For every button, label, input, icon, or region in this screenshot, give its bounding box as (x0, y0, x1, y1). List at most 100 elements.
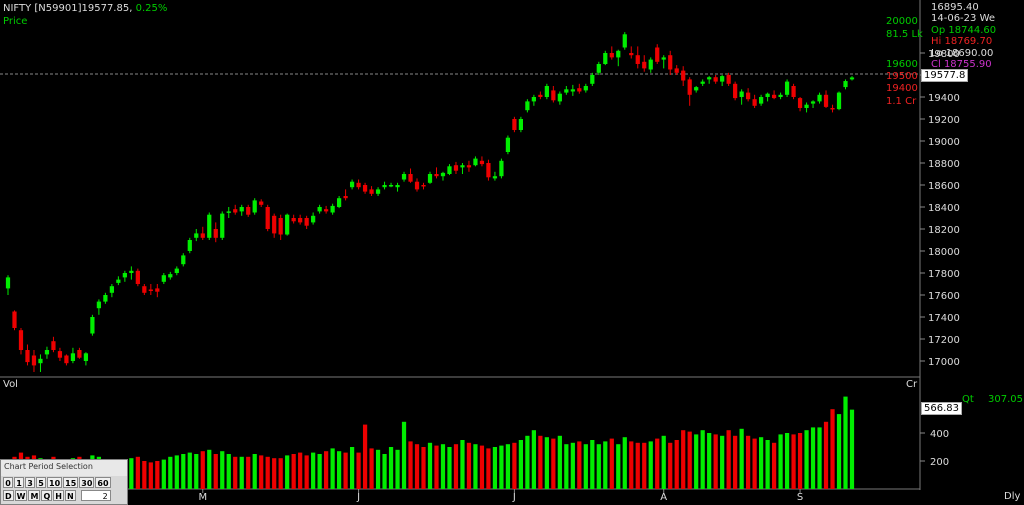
candle-body (142, 286, 147, 293)
candle (434, 167, 439, 179)
candle-body (479, 160, 485, 165)
candle (44, 346, 50, 359)
candle-body (655, 47, 660, 62)
candle-body (395, 185, 400, 188)
period-button-quarter[interactable]: Q (41, 490, 53, 501)
period-button-3[interactable]: 3 (25, 477, 35, 488)
x-tick-label: J (512, 492, 516, 503)
volume-bar (694, 434, 699, 489)
candle (655, 44, 660, 64)
candle-body (804, 104, 809, 108)
volume-bar (616, 444, 621, 489)
period-button-30[interactable]: 30 (79, 477, 95, 488)
candle (590, 72, 595, 86)
volume-bar (447, 447, 452, 489)
candle-body (285, 214, 290, 235)
candle (739, 89, 744, 105)
price-tick-label: 18200 (928, 225, 960, 236)
candle (278, 214, 283, 240)
candle-body (492, 176, 498, 179)
candle-body (557, 93, 562, 102)
period-button-15[interactable]: 15 (63, 477, 79, 488)
volume-bar (622, 437, 627, 489)
volume-bar (375, 449, 381, 489)
period-button-1[interactable]: 1 (14, 477, 24, 488)
volume-bar (843, 396, 848, 489)
candle-body (369, 189, 374, 194)
candle (810, 100, 816, 108)
candle (181, 253, 186, 267)
candle (531, 94, 536, 106)
volume-bar (817, 427, 822, 489)
candle (616, 49, 621, 67)
candle (135, 268, 140, 287)
period-count-input[interactable]: 2 (80, 490, 111, 501)
volume-bar (349, 447, 355, 489)
candle-body (440, 172, 446, 177)
candle (564, 86, 569, 95)
candle (713, 75, 718, 84)
volume-bar (557, 435, 562, 489)
candle-body (739, 91, 744, 97)
period-button-10[interactable]: 10 (47, 477, 63, 488)
overlay-label-volume-lk: 81.5 Lk (886, 29, 923, 40)
volume-bar (421, 447, 426, 489)
volume-bar (466, 442, 472, 489)
period-button-month[interactable]: M (28, 490, 41, 501)
candle-body (207, 214, 212, 238)
candle (213, 222, 218, 243)
candle (187, 237, 192, 254)
period-button-n[interactable]: N (64, 490, 76, 501)
candle-body (836, 92, 842, 110)
volume-bar (538, 435, 543, 489)
candle-body (849, 77, 855, 80)
price-label: 19577.85, (81, 3, 133, 14)
candle-body (51, 341, 56, 350)
candle (460, 163, 465, 174)
volume-bar (161, 459, 166, 489)
volume-bar (336, 451, 342, 489)
candle-body (70, 353, 76, 361)
candles-layer (5, 32, 855, 372)
period-button-week[interactable]: W (14, 490, 28, 501)
period-button-5[interactable]: 5 (36, 477, 46, 488)
volume-bar (635, 442, 640, 489)
candle-body (148, 289, 153, 291)
candle-body (713, 77, 718, 82)
volume-bar (512, 442, 517, 489)
volume-bar (687, 431, 692, 489)
candle (148, 284, 153, 295)
candle (12, 310, 17, 331)
candle (90, 314, 95, 336)
period-button-60[interactable]: 60 (95, 477, 111, 488)
price-tick-label: 17200 (928, 335, 960, 346)
volume-bar (823, 421, 829, 489)
candle-body (661, 57, 666, 60)
volume-bar (168, 456, 173, 489)
volume-bar (713, 434, 718, 489)
volume-bar (207, 449, 212, 489)
volume-bar (453, 444, 459, 489)
candle (570, 84, 575, 96)
candle-body (155, 288, 160, 292)
candle (155, 284, 160, 298)
x-tick-label: J (356, 492, 360, 503)
chart-header: NIFTY [N59901]19577.85, 0.25% (3, 3, 167, 14)
candle (629, 46, 634, 59)
volume-bar (174, 455, 179, 489)
volume-bar (570, 442, 575, 489)
candle-body (583, 86, 588, 91)
volume-bar (810, 427, 816, 489)
candle-body (324, 209, 329, 212)
candle (207, 212, 212, 240)
period-button-0[interactable]: 0 (3, 477, 13, 488)
candle-body (460, 165, 465, 168)
period-button-day[interactable]: D (3, 490, 14, 501)
candle-body (810, 101, 816, 104)
info-low: Lo 18690.00 (931, 47, 994, 59)
period-button-half[interactable]: H (53, 490, 64, 501)
candle (577, 83, 582, 94)
candle-body (603, 53, 608, 64)
